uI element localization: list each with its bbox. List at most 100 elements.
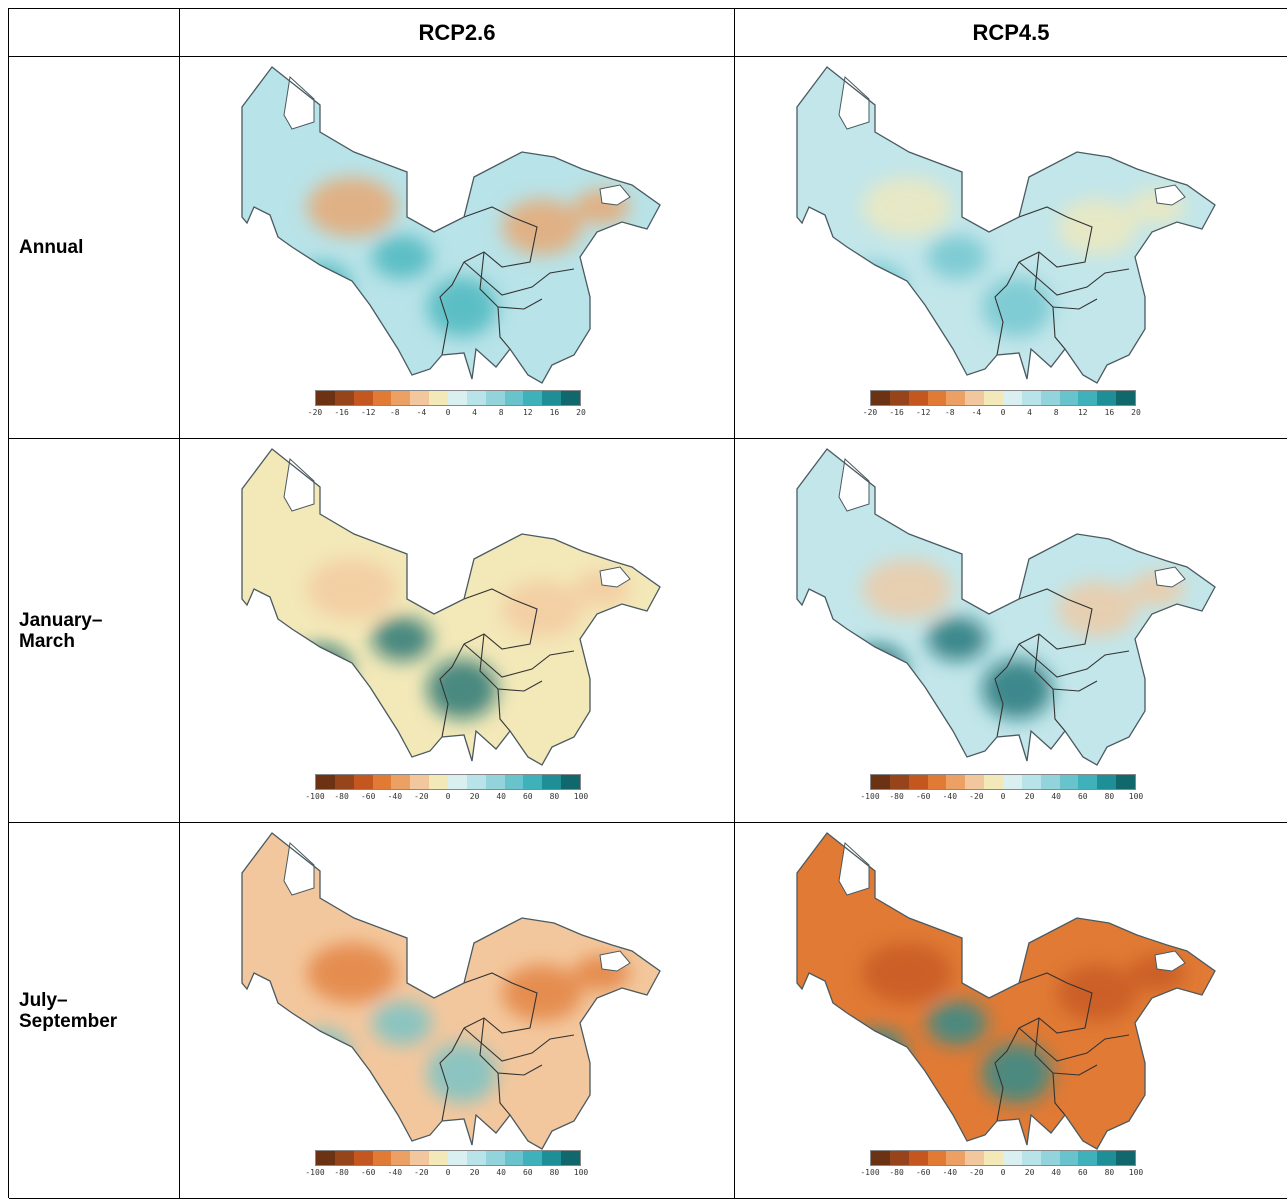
colorbar-swatch [485, 391, 505, 405]
map-cell: -100 -80 -60 -40 -20 0 20 40 60 80 100 [180, 823, 735, 1199]
colorbar-swatch [1078, 391, 1098, 405]
lake-area [1154, 566, 1186, 588]
region-map [796, 66, 1216, 384]
map-field-patch [927, 617, 987, 661]
colorbar-swatch [1003, 775, 1022, 789]
colorbar-swatch [316, 1151, 335, 1165]
colorbar-swatch [908, 1151, 928, 1165]
colorbar-swatch [889, 775, 909, 789]
colorbar-tick-label: 16 [1104, 408, 1115, 417]
colorbar-tick-label: 100 [1128, 1168, 1144, 1177]
colorbar-swatch [448, 775, 467, 789]
map-field-patch [372, 617, 432, 661]
colorbar-swatch [316, 391, 335, 405]
map-field-patch [982, 1043, 1052, 1103]
map-fill [242, 449, 660, 765]
internal-border [1018, 206, 1093, 268]
colorbar-tick-label: -16 [889, 408, 904, 417]
colorbar-swatch [1040, 391, 1060, 405]
map-field-patch [927, 1001, 987, 1045]
colorbar-strip [315, 774, 581, 790]
colorbar-swatch [372, 1151, 392, 1165]
colorbar-swatch [1040, 1151, 1060, 1165]
internal-border [463, 1027, 575, 1062]
colorbar-swatch [1078, 1151, 1098, 1165]
colorbar-swatch [871, 775, 890, 789]
colorbar-tick-label: 12 [522, 408, 533, 417]
colorbar-swatch [429, 391, 449, 405]
internal-border [439, 261, 465, 356]
map-field-patch [1057, 199, 1137, 255]
colorbar-swatch [561, 391, 581, 405]
map-fill [797, 67, 1215, 383]
colorbar-tick-label: -4 [971, 408, 982, 417]
colorbar-ticks: -100 -80 -60 -40 -20 0 20 40 60 80 100 [305, 790, 588, 802]
colorbar-swatch [1021, 775, 1041, 789]
country-outline [241, 448, 661, 766]
colorbar-swatch [523, 1151, 543, 1165]
colorbar-swatch [316, 775, 335, 789]
colorbar-swatch [1003, 391, 1022, 405]
colorbar-swatch [466, 1151, 486, 1165]
row-header-jan-mar: January– March [9, 439, 180, 823]
colorbar-swatch [1116, 391, 1136, 405]
internal-border [497, 1072, 511, 1116]
colorbar-swatch [466, 391, 486, 405]
map-field-patch [307, 559, 397, 619]
colorbar-tick-label: 8 [1053, 408, 1059, 417]
map-fill [797, 449, 1215, 765]
map-field-patch [292, 262, 352, 312]
colorbar-tick-label: 80 [549, 1168, 560, 1177]
lake-area [283, 76, 315, 130]
internal-border [994, 261, 1020, 356]
map-field-patch [982, 659, 1052, 719]
colorbar-tick-label: -20 [969, 1168, 984, 1177]
colorbar-tick-label: -16 [334, 408, 349, 417]
colorbar-tick-label: 80 [549, 792, 560, 801]
lake-area [1154, 184, 1186, 206]
colorbar-swatch [429, 775, 449, 789]
colorbar-swatch [965, 1151, 985, 1165]
cropped-caption [162, 0, 224, 6]
internal-border [1052, 1072, 1066, 1116]
colorbar-tick-label: -100 [305, 1168, 325, 1177]
colorbar-swatch [448, 391, 467, 405]
map-field-patch [372, 1001, 432, 1045]
colorbar-tick-label: 20 [1024, 792, 1035, 801]
colorbar-swatch [889, 391, 909, 405]
colorbar-swatch [1040, 775, 1060, 789]
colorbar-swatch [908, 775, 928, 789]
colorbar-tick-label: -60 [360, 792, 376, 801]
column-header-rcp26: RCP2.6 [180, 9, 735, 57]
map-cell: -100 -80 -60 -40 -20 0 20 40 60 80 100 [735, 439, 1287, 823]
colorbar-swatch [1097, 1151, 1117, 1165]
map-field-patch [292, 1028, 352, 1078]
map-field-patch [502, 581, 582, 637]
colorbar-tick-label: -12 [360, 408, 376, 417]
country-outline [241, 66, 661, 384]
projection-table: RCP2.6 RCP4.5 Annual -20 -16 -12 -8 -4 0 4 8 12 1… [8, 8, 1287, 1199]
colorbar-tick-label: 80 [1104, 1168, 1115, 1177]
colorbar-tick-label: -60 [915, 1168, 931, 1177]
colorbar-swatch [523, 775, 543, 789]
colorbar-tick-label: -20 [414, 1168, 429, 1177]
colorbar-swatch [1059, 391, 1079, 405]
colorbar-tick-label: 20 [469, 1168, 480, 1177]
map-field-patch [427, 659, 497, 719]
colorbar-swatch [927, 775, 947, 789]
internal-border [463, 206, 538, 268]
colorbar-swatch [542, 1151, 562, 1165]
colorbar-swatch [542, 775, 562, 789]
colorbar-tick-label: 20 [576, 408, 586, 417]
colorbar-swatch [946, 1151, 966, 1165]
colorbar-swatch [946, 391, 966, 405]
colorbar-tick-label: 4 [472, 408, 478, 417]
colorbar-swatch [946, 775, 966, 789]
colorbar-swatch [889, 1151, 909, 1165]
lake-area [838, 842, 870, 896]
lake-area [283, 458, 315, 512]
colorbar-swatch [410, 1151, 430, 1165]
map-field-patch [847, 644, 907, 694]
colorbar-tick-label: -40 [387, 792, 403, 801]
lake-area [599, 566, 631, 588]
